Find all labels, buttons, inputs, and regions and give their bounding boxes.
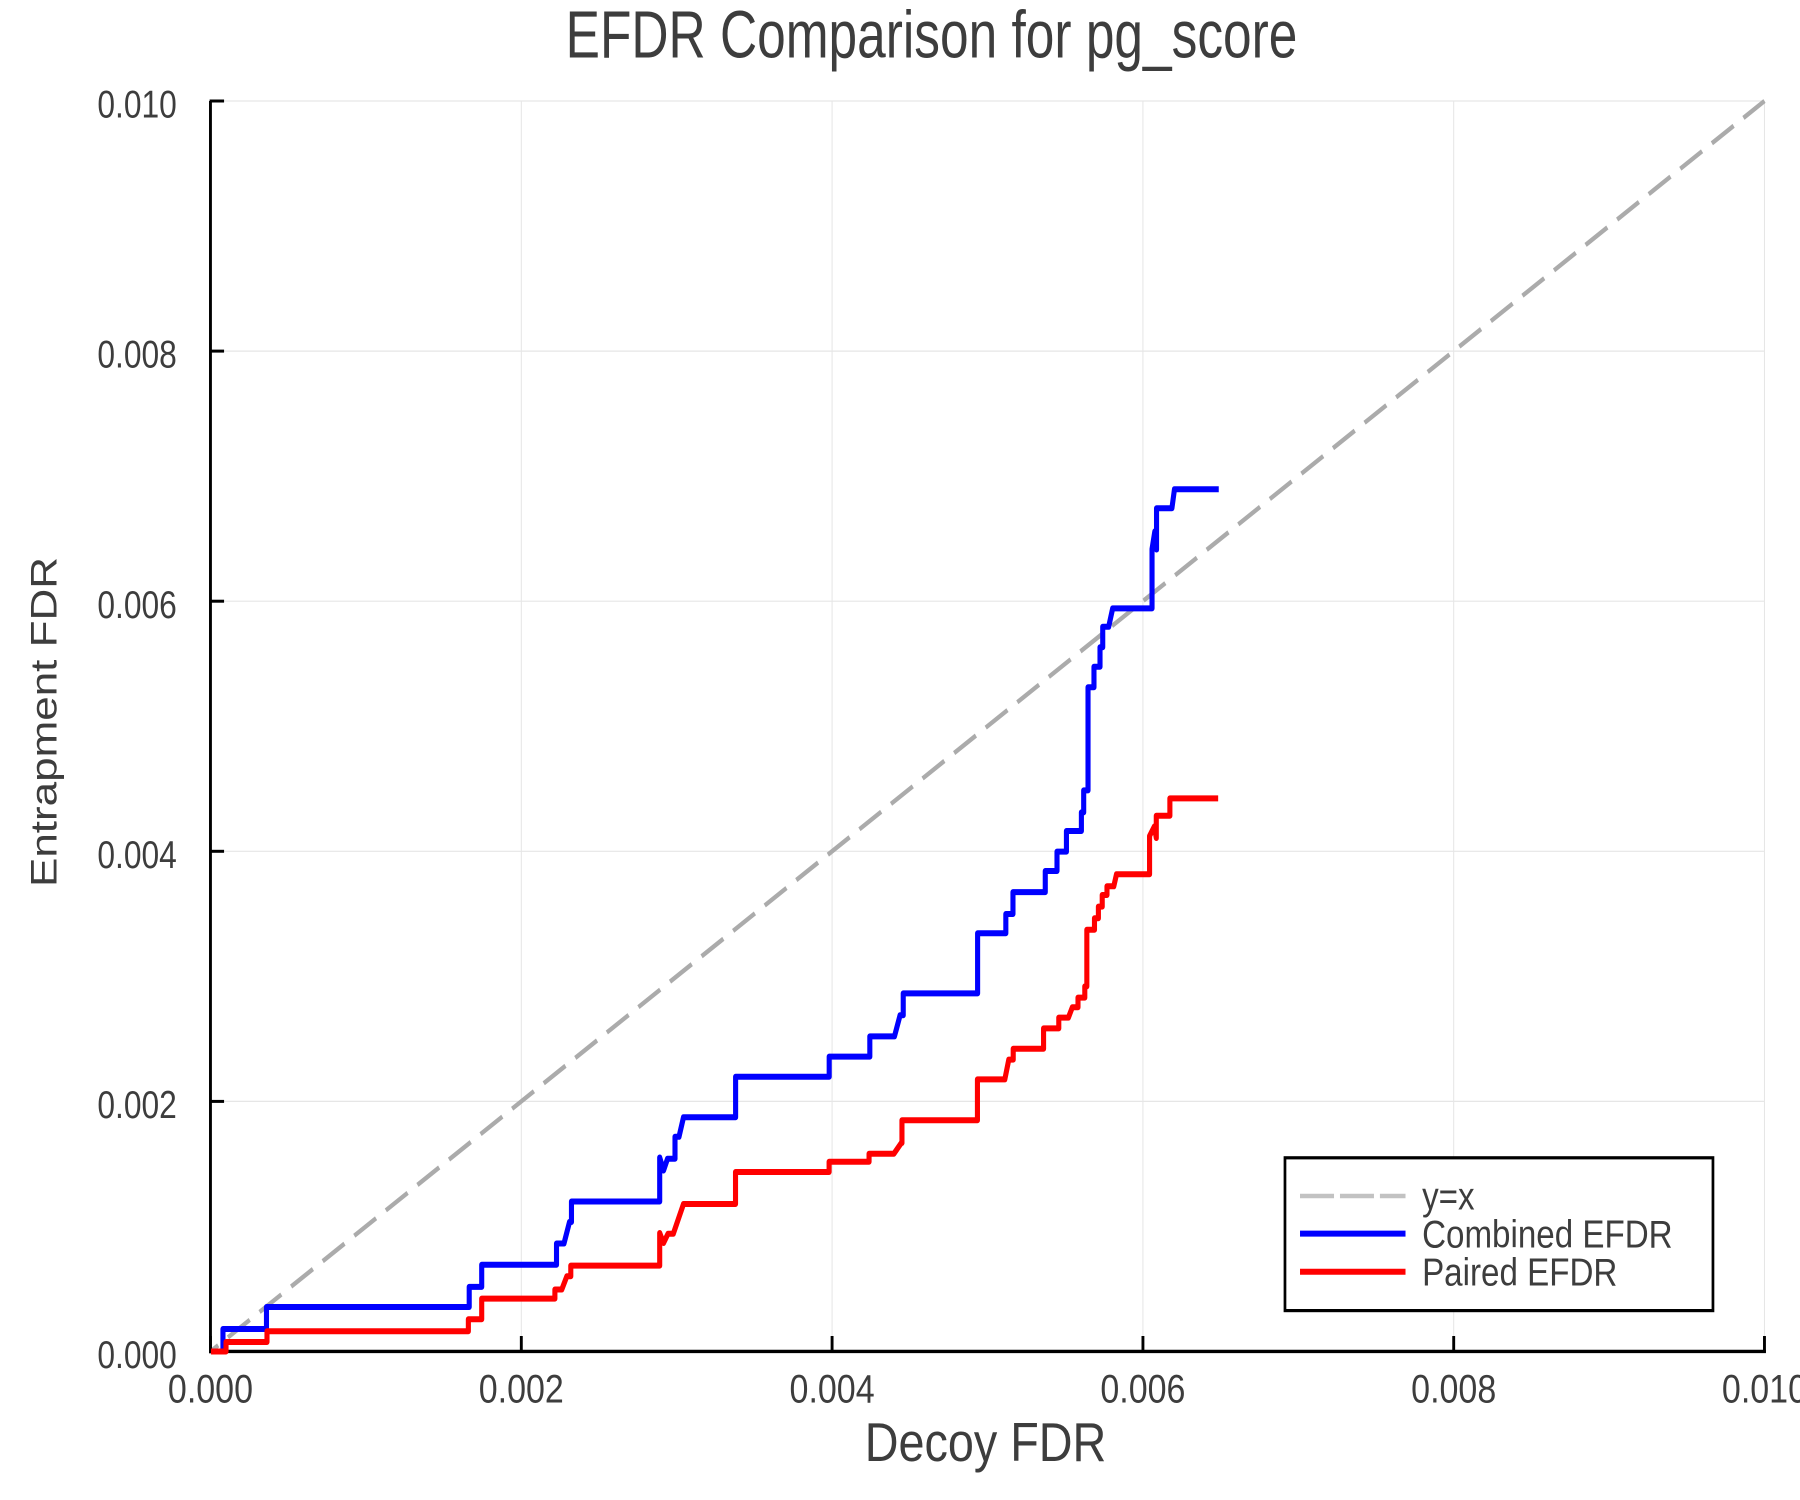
- svg-text:Decoy FDR: Decoy FDR: [865, 1411, 1107, 1472]
- svg-text:0.008: 0.008: [1411, 1366, 1496, 1411]
- svg-text:0.010: 0.010: [1722, 1366, 1800, 1411]
- svg-text:0.002: 0.002: [479, 1366, 564, 1411]
- svg-text:0.006: 0.006: [1100, 1366, 1185, 1411]
- svg-text:Entrapment FDR: Entrapment FDR: [23, 557, 65, 887]
- svg-text:0.006: 0.006: [97, 584, 176, 627]
- svg-text:0.010: 0.010: [97, 84, 176, 127]
- svg-text:0.000: 0.000: [97, 1334, 176, 1377]
- svg-text:y=x: y=x: [1422, 1174, 1475, 1218]
- svg-text:EFDR Comparison for pg_score: EFDR Comparison for pg_score: [566, 0, 1298, 72]
- svg-text:0.004: 0.004: [790, 1366, 875, 1411]
- svg-text:0.002: 0.002: [97, 1084, 176, 1127]
- svg-text:0.008: 0.008: [97, 334, 176, 377]
- svg-text:0.004: 0.004: [97, 834, 176, 877]
- svg-text:Paired EFDR: Paired EFDR: [1422, 1250, 1617, 1294]
- svg-text:Combined EFDR: Combined EFDR: [1422, 1212, 1673, 1256]
- svg-text:0.000: 0.000: [168, 1366, 253, 1411]
